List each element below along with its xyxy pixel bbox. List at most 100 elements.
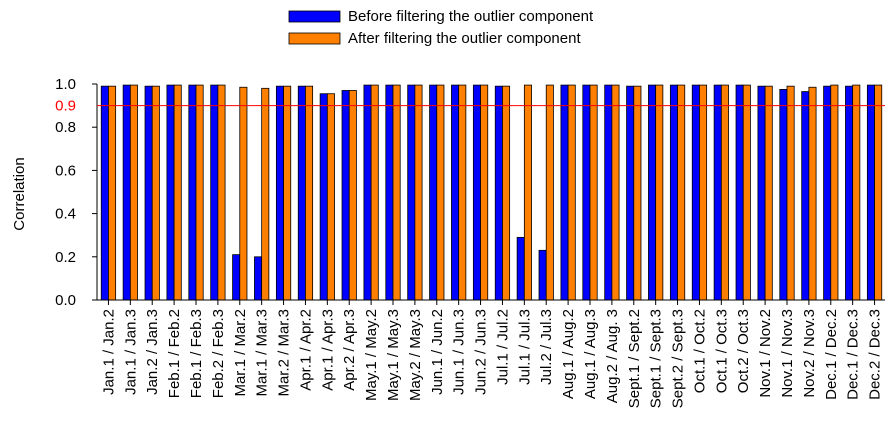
bar-before — [363, 84, 372, 301]
bar-after — [129, 84, 138, 301]
x-tick-label: Feb.1 / Feb.2 — [166, 309, 183, 398]
bar-before — [254, 256, 263, 301]
bar-after — [655, 84, 664, 301]
x-tick-label: Sept.2 / Sept.3 — [670, 309, 687, 408]
bar-after — [677, 84, 686, 301]
legend-label: Before filtering the outlier component — [348, 8, 594, 25]
y-tick-label: 1.0 — [55, 76, 76, 93]
x-tick-label: Jan.1 / Jan.3 — [122, 309, 139, 395]
bar-after — [305, 85, 314, 301]
bar-after — [151, 85, 160, 301]
bar-after — [611, 84, 620, 301]
bar-before — [494, 85, 503, 301]
bar-before — [604, 84, 613, 301]
y-tick-label: 0.8 — [55, 119, 76, 136]
bar-after — [195, 84, 204, 301]
bar-after — [239, 86, 248, 301]
bar-before — [232, 254, 241, 301]
bar-before — [407, 84, 416, 301]
x-tick-label: Aug.1 / Aug.2 — [560, 309, 577, 399]
bar-before — [297, 85, 306, 301]
bar-before — [560, 84, 569, 301]
bar-before — [626, 85, 635, 301]
y-axis-label: Correlation — [11, 157, 28, 230]
bar-before — [801, 91, 810, 301]
bar-after — [589, 84, 598, 301]
y-tick-label: 0.4 — [55, 206, 76, 223]
bar-before — [779, 89, 788, 301]
bar-before — [669, 84, 678, 301]
x-tick-label: Sept.1 / Sept.3 — [648, 309, 665, 408]
bar-before — [735, 84, 744, 301]
bar-before — [210, 84, 219, 301]
bar-before — [757, 85, 766, 301]
bar-after — [392, 84, 401, 301]
legend-swatch — [288, 10, 341, 23]
reference-line-group: 0.9 — [55, 98, 885, 115]
bar-after — [173, 84, 182, 301]
bar-before — [451, 84, 460, 301]
bar-after — [458, 84, 467, 301]
x-tick-label: Nov.1 / Nov.2 — [757, 309, 774, 398]
x-tick-label: Jun.1 / Jun.3 — [451, 309, 468, 395]
bar-after — [502, 85, 511, 301]
bar-before — [691, 84, 700, 301]
legend-swatch — [288, 32, 341, 45]
bar-before — [845, 85, 854, 301]
bar-after — [852, 84, 861, 301]
bar-after — [567, 84, 576, 301]
x-tick-label: Dec.2 / Dec.3 — [867, 309, 884, 400]
x-tick-label: Oct.2 / Oct.3 — [735, 309, 752, 393]
bar-after — [808, 86, 817, 301]
y-tick-label: 0.2 — [55, 249, 76, 266]
bar-before — [319, 93, 328, 301]
bar-before — [472, 84, 481, 301]
x-tick-label: Feb.2 / Feb.3 — [210, 309, 227, 398]
x-tick-label: Jul.1 / Jul.2 — [494, 309, 511, 385]
x-tick-label: Jun.2 / Jun.3 — [473, 309, 490, 395]
bar-before — [516, 236, 525, 301]
bar-after — [742, 84, 751, 301]
bar-before — [582, 84, 591, 301]
chart-legend: Before filtering the outlier component Af… — [288, 8, 594, 47]
x-tick-label: Mar.2 / Mar.3 — [276, 309, 293, 397]
x-axis: Jan.1 / Jan.2 Jan.1 / Jan.3 Jan.2 / Jan.3 F… — [97, 299, 885, 408]
x-tick-label: Apr.2 / Apr.3 — [341, 309, 358, 391]
x-tick-label: Dec.1 / Dec.2 — [823, 309, 840, 400]
bar-before — [188, 84, 197, 301]
bar-after — [283, 85, 292, 301]
x-tick-label: Apr.1 / Apr.2 — [297, 309, 314, 391]
bar-after — [633, 85, 642, 301]
x-tick-label: May.1 / May.2 — [363, 309, 380, 401]
bar-after — [874, 84, 883, 301]
bar-after — [764, 85, 773, 301]
x-tick-label: Jun.1 / Jun.2 — [429, 309, 446, 395]
x-tick-label: Oct.1 / Oct.2 — [691, 309, 708, 393]
y-tick-label: 0.6 — [55, 162, 76, 179]
bar-after — [830, 84, 839, 301]
x-tick-label: Dec.1 / Dec.3 — [845, 309, 862, 400]
bar-after — [108, 85, 117, 301]
bars — [100, 84, 883, 301]
bar-before — [823, 85, 832, 301]
bar-before — [341, 90, 350, 301]
bar-after — [370, 84, 379, 301]
x-tick-label: Aug.2 / Aug. 3 — [604, 309, 621, 403]
x-tick-label: Nov.2 / Nov.3 — [801, 309, 818, 398]
y-axis: 0.0 0.2 0.4 0.6 0.8 1.0 — [55, 76, 98, 309]
x-tick-label: Jan.2 / Jan.3 — [144, 309, 161, 395]
bar-before — [713, 84, 722, 301]
x-tick-label: Feb.1 / Feb.3 — [188, 309, 205, 398]
bar-before — [144, 85, 153, 301]
bar-before — [122, 84, 131, 301]
x-tick-label: Mar.1 / Mar.2 — [232, 309, 249, 397]
x-tick-label: May.1 / May.3 — [385, 309, 402, 401]
bar-before — [538, 249, 547, 301]
x-tick-label: Jul.1 / Jul.3 — [516, 309, 533, 385]
y-tick-label: 0.0 — [55, 292, 76, 309]
legend-label: After filtering the outlier component — [348, 30, 581, 47]
bar-after — [326, 93, 335, 301]
bar-after — [480, 84, 489, 301]
bar-before — [866, 84, 875, 301]
